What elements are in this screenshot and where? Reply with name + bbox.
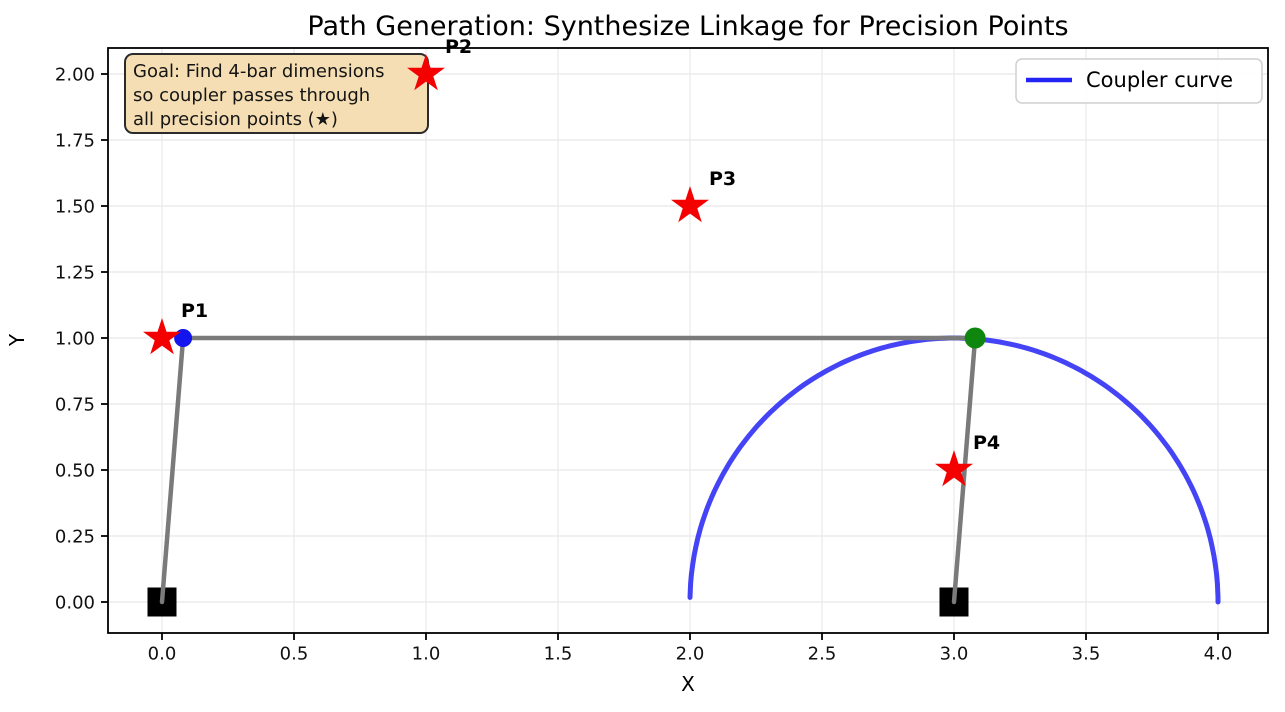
x-tick-label: 1.5 (544, 644, 573, 665)
y-tick-label: 1.00 (55, 329, 95, 350)
precision-point-label: P3 (709, 168, 736, 190)
x-tick-label: 0.0 (148, 644, 177, 665)
legend: Coupler curve (1015, 58, 1263, 104)
joint-marker (174, 329, 193, 347)
x-tick-label: 3.0 (940, 644, 969, 665)
precision-point-label: P2 (445, 36, 472, 58)
x-tick-label: 4.0 (1204, 644, 1233, 665)
precision-point-star (671, 186, 709, 223)
plot-area (108, 48, 1268, 633)
precision-point-star (935, 450, 973, 487)
x-tick-label: 2.5 (808, 644, 837, 665)
annotation-box: Goal: Find 4-bar dimensions so coupler p… (124, 53, 429, 134)
y-tick-label: 0.50 (55, 461, 95, 482)
annotation-text-line-1: Goal: Find 4-bar dimensions (133, 61, 385, 82)
chart-title: Path Generation: Synthesize Linkage for … (307, 11, 1068, 42)
axis-ticks (101, 73, 1219, 640)
y-tick-label: 0.00 (55, 593, 95, 614)
precision-point-label: P4 (973, 432, 1000, 454)
legend-label: Coupler curve (1086, 68, 1233, 92)
precision-point-star (143, 318, 181, 355)
x-axis-label: X (681, 672, 695, 696)
annotation-text-line-3: all precision points (★) (133, 109, 338, 130)
x-tick-label: 3.5 (1072, 644, 1101, 665)
plot-border (107, 47, 1269, 634)
precision-point-star (407, 54, 445, 91)
y-axis-label: Y (5, 333, 29, 347)
x-tick-label: 2.0 (676, 644, 705, 665)
y-tick-label: 0.25 (55, 527, 95, 548)
x-tick-label: 1.0 (412, 644, 441, 665)
precision-points: P1 P2 P3 P4 (143, 36, 1000, 487)
y-tick-label: 1.75 (55, 131, 95, 152)
y-tick-label: 1.25 (55, 263, 95, 284)
precision-point-label: P1 (181, 300, 208, 322)
linkage-mechanism (147, 327, 986, 617)
y-tick-label: 0.75 (55, 395, 95, 416)
linkage-bar (159, 335, 186, 605)
joint-marker (964, 327, 986, 349)
x-tick-label: 0.5 (280, 644, 309, 665)
annotation-text-line-2: so coupler passes through (133, 85, 370, 106)
annotation-box-bg (124, 53, 429, 134)
y-tick-label: 2.00 (55, 65, 95, 86)
legend-box (1015, 58, 1263, 104)
axis-tick-labels: 0.0 0.5 1.0 1.5 2.0 2.5 3.0 3.5 4.0 0.00 0.25 0.50 0… (55, 65, 1232, 665)
y-tick-label: 1.50 (55, 197, 95, 218)
